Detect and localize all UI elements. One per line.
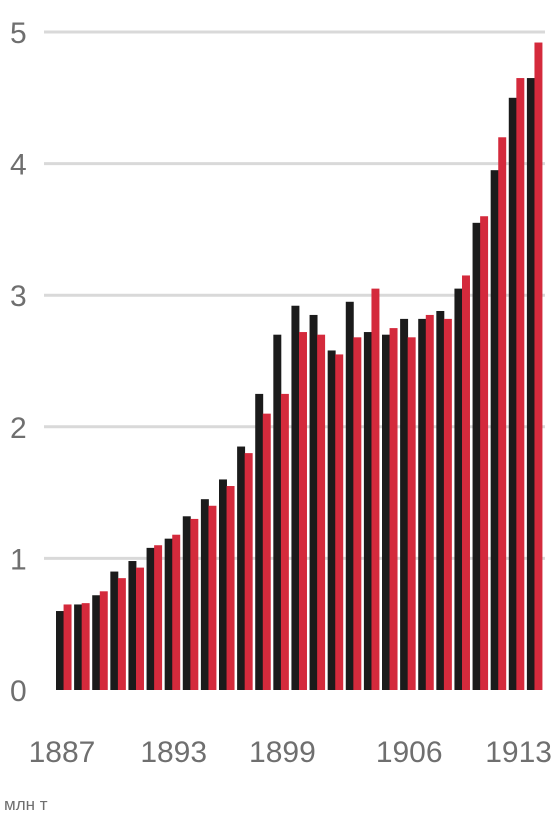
bar-dark bbox=[327, 350, 336, 690]
bar-red bbox=[498, 137, 507, 690]
bar-dark bbox=[345, 301, 354, 690]
y-tick-label: 3 bbox=[10, 280, 27, 313]
bar-dark bbox=[490, 170, 499, 690]
x-tick-label: 1899 bbox=[249, 736, 316, 769]
bar-red bbox=[208, 505, 217, 690]
bar-dark bbox=[418, 318, 427, 690]
bar-dark bbox=[182, 516, 191, 690]
chart-bars bbox=[56, 42, 543, 691]
bar-dark bbox=[128, 561, 137, 690]
bar-red bbox=[317, 334, 326, 690]
bar-dark bbox=[382, 334, 390, 690]
bar-dark bbox=[200, 499, 209, 690]
bar-red bbox=[63, 604, 72, 690]
bar-red bbox=[371, 288, 380, 690]
bar-red bbox=[81, 603, 90, 690]
bar-dark bbox=[526, 78, 535, 690]
bar-red bbox=[154, 545, 163, 690]
bar-red bbox=[425, 314, 434, 690]
bar-red bbox=[534, 42, 543, 690]
bar-dark bbox=[363, 332, 372, 690]
bar-red bbox=[353, 337, 362, 690]
bar-dark bbox=[400, 318, 409, 690]
bar-dark bbox=[237, 446, 246, 690]
y-tick-label: 2 bbox=[10, 412, 27, 445]
bar-red bbox=[407, 337, 416, 690]
bar-dark bbox=[56, 611, 64, 690]
y-axis-ticks: 0 1 2 3 4 5 bbox=[10, 17, 27, 708]
bar-dark bbox=[291, 305, 300, 690]
bar-dark bbox=[436, 310, 445, 690]
bar-red bbox=[117, 578, 126, 690]
bar-dark bbox=[74, 604, 83, 690]
bar-red bbox=[462, 275, 470, 690]
bar-dark bbox=[92, 595, 101, 690]
bar-red bbox=[280, 393, 289, 690]
bar-dark bbox=[309, 314, 318, 690]
bar-dark bbox=[164, 538, 173, 690]
bar-dark bbox=[146, 547, 155, 690]
bar-red bbox=[299, 332, 307, 690]
bar-red bbox=[244, 453, 253, 690]
bar-red bbox=[443, 318, 452, 690]
bar-red bbox=[226, 486, 235, 690]
bar-red bbox=[389, 328, 398, 690]
bar-dark bbox=[454, 288, 463, 690]
unit-label: млн т bbox=[4, 795, 48, 814]
bar-dark bbox=[110, 571, 119, 690]
x-axis-ticks: 1887 1893 1899 1906 1913 bbox=[29, 736, 552, 769]
bar-dark bbox=[255, 393, 264, 690]
x-tick-label: 1887 bbox=[29, 736, 96, 769]
y-tick-label: 5 bbox=[10, 17, 27, 50]
x-tick-label: 1893 bbox=[140, 736, 207, 769]
x-tick-label: 1913 bbox=[485, 736, 552, 769]
bar-red bbox=[335, 354, 344, 690]
y-tick-label: 4 bbox=[10, 149, 27, 182]
bar-red bbox=[136, 567, 144, 690]
bar-red bbox=[516, 78, 525, 690]
bar-red bbox=[190, 518, 199, 690]
bar-red bbox=[99, 591, 108, 690]
bar-red bbox=[480, 216, 489, 691]
y-tick-label: 0 bbox=[10, 675, 27, 708]
bar-dark bbox=[508, 97, 517, 691]
x-tick-label: 1906 bbox=[376, 736, 443, 769]
bar-red bbox=[172, 534, 181, 690]
bar-dark bbox=[273, 334, 282, 690]
bar-dark bbox=[219, 479, 227, 690]
bar-dark bbox=[472, 222, 481, 690]
bar-red bbox=[262, 413, 271, 690]
y-tick-label: 1 bbox=[10, 543, 27, 576]
